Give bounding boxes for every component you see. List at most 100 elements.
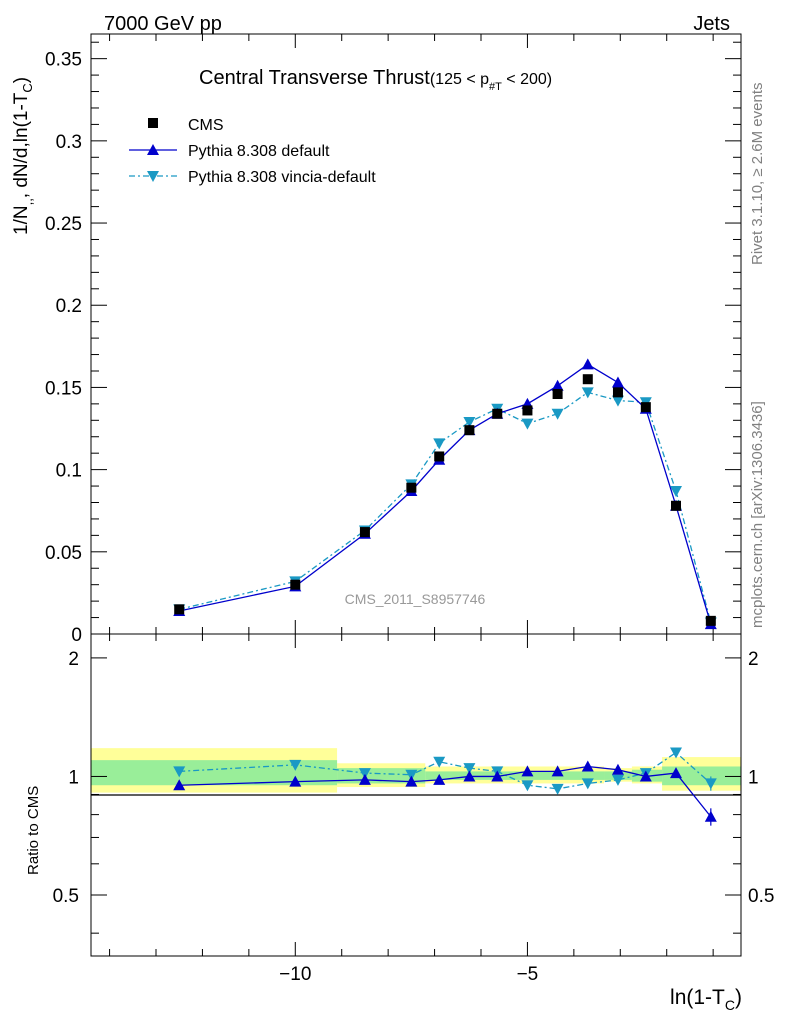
cms-data-point [174,604,185,615]
ratio-pythia-vincia-point [173,766,186,778]
cms-data-point [492,408,503,419]
ratio-y-tick-label-left: 0.5 [53,886,79,907]
ratio-pythia-vincia-point [433,756,446,768]
analysis-watermark: CMS_2011_S8957746 [345,591,486,607]
pythia-vincia-point [521,418,534,430]
pythia-vincia-line [179,391,712,623]
ratio-y-axis-label: Ratio to CMS [25,786,42,875]
x-tick-label: −10 [279,964,311,985]
main-y-tick-label: 0 [71,625,82,646]
pythia-vincia-point [670,485,682,497]
ratio-pythia-default-point [491,770,504,782]
legend-pythia-vincia-marker [147,171,159,182]
legend-pythia-default-marker [147,144,159,155]
main-series-group [173,358,717,630]
plot-title-cut: (125 < p [430,71,489,88]
x-axis-label: ln(1-TC) [670,986,742,1013]
legend-entry-pythia-default: Pythia 8.308 default [129,143,330,160]
plot-title-main: Central Transverse Thrust [199,67,430,89]
ratio-pythia-default-point [551,765,564,777]
ratio-pythia-default-point [405,775,418,787]
legend-cms-label: CMS [188,117,224,134]
main-y-tick-label: 0.15 [45,378,82,399]
axis-ticks [91,34,741,956]
main-y-label-sub-a: ,, [20,198,35,205]
cms-data-point [612,387,623,398]
ratio-pythia-vincia-line [179,751,712,790]
pythia-vincia-point [463,416,476,428]
legend-pythia-default-label: Pythia 8.308 default [188,143,330,160]
legend-entry-pythia-vincia: Pythia 8.308 vincia-default [129,169,376,186]
main-y-tick-label: 0.2 [56,296,82,317]
x-label-end: ) [735,986,742,1009]
ratio-pythia-vincia-point [581,778,594,790]
ratio-pythia-default-line [179,765,712,818]
cms-data-point [671,500,681,511]
ratio-y-tick-label-right: 0.5 [748,886,774,907]
cms-data-point [464,425,475,436]
axis-tick-labels: −10 −5 0 0.05 0.1 0.15 0.2 0.25 0.3 0.35 0.5 0.5 1 1 2… [45,50,774,985]
pythia-default-point [581,358,594,370]
cms-data-point [640,402,651,413]
energy-label: 7000 GeV pp [104,13,222,35]
ratio-pythia-vincia-point [551,783,564,795]
cms-data-point [359,527,370,538]
legend-cms-marker [148,118,158,128]
legend: CMS Pythia 8.308 default Pythia 8.308 vi… [129,117,376,186]
ratio-pythia-default-point [611,763,624,775]
pythia-default-point [551,379,564,391]
cms-data-point [522,405,533,416]
pythia-vincia-point [581,387,594,399]
ratio-pythia-default-point [581,760,594,772]
main-y-label-sub-b: C [20,83,35,92]
plot-title-cut-end: < 200) [502,71,552,88]
ratio-pythia-vincia-point [521,780,534,792]
ratio-pythia-default-point [670,767,682,779]
main-y-tick-label: 0.1 [56,461,82,482]
main-y-label-part-a: 1/N [11,205,32,235]
legend-pythia-vincia-label: Pythia 8.308 vincia-default [188,169,376,186]
plot-title-cut-sub: #T [489,81,502,93]
cms-data-point [552,389,563,399]
x-label-sub: C [725,997,735,1013]
ratio-pythia-default-point [173,779,186,791]
pythia-vincia-point [551,408,564,420]
ratio-pythia-vincia-point [611,774,624,786]
ratio-y-tick-label-left: 2 [68,649,79,670]
pythia-default-line [179,363,712,625]
main-y-tick-label: 0.05 [45,543,82,564]
rivet-info-label: Rivet 3.1.10, ≥ 2.6M events [749,83,766,266]
ratio-pythia-vincia-point [358,768,371,780]
main-y-label-end: ) [11,77,32,83]
ratio-pythia-default-point [463,770,476,782]
mcplots-info-label: mcplots.cern.ch [arXiv:1306.3436] [749,401,766,628]
pythia-default-point [611,376,624,388]
ratio-y-tick-label-left: 1 [68,767,79,788]
plot-title: Central Transverse Thrust(125 < p#T < 20… [199,67,552,93]
ratio-series-group [173,747,717,826]
cms-data-point [434,451,445,462]
x-tick-label: −5 [517,964,539,985]
ratio-pythia-vincia-point [704,778,717,790]
ratio-pythia-default-point [358,773,371,785]
main-y-label-part-b: , dN/d,ln(1-T [11,92,32,198]
ratio-pythia-vincia-point [405,769,418,781]
ratio-pythia-vincia-point [463,763,476,775]
cms-data-point [406,482,417,493]
ratio-y-tick-label-right: 1 [748,767,759,788]
ratio-pythia-default-point [289,775,302,787]
main-y-tick-label: 0.25 [45,214,82,235]
ratio-pythia-default-point [704,810,717,822]
ratio-pythia-default-point [433,773,446,785]
legend-entry-cms: CMS [148,117,224,134]
ratio-band-green-segment [425,771,605,780]
cms-data-point [705,615,716,626]
ratio-pythia-vincia-point [289,759,302,771]
ratio-pythia-vincia-point [670,747,682,759]
main-y-tick-label: 0.3 [56,132,82,153]
cms-data-point [582,374,593,385]
cms-data-point [290,579,301,590]
pythia-vincia-point [433,438,446,450]
main-y-axis-label: 1/N,,, dN/d,ln(1-TC) [11,77,35,235]
